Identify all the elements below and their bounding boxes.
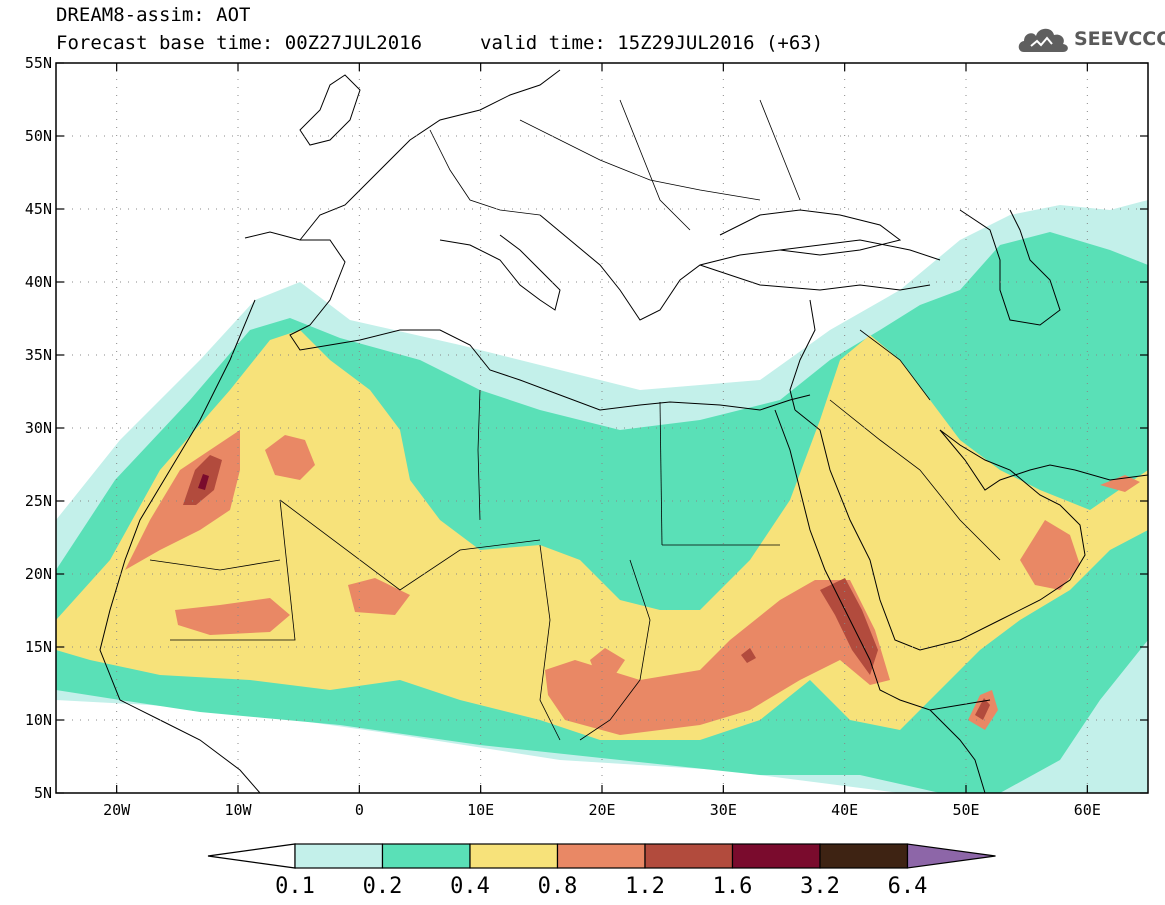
coastline-arabia	[794, 409, 1086, 651]
x-tick-label: 20E	[588, 801, 615, 819]
colorbar-label: 0.1	[275, 874, 315, 899]
colorbar-label: 3.2	[800, 874, 840, 899]
aot-band-0.8	[1020, 520, 1080, 590]
border-chad-sudan	[539, 544, 561, 741]
coastline-gulf	[939, 429, 1076, 491]
colorbar-swatch	[731, 843, 821, 869]
y-tick-label: 40N	[25, 273, 52, 291]
x-tick-label: 10W	[224, 801, 252, 819]
coastline-black-sea	[719, 209, 902, 256]
y-tick-label: 30N	[25, 419, 52, 437]
coastline-balkans-greece	[539, 214, 941, 321]
coastlines	[99, 69, 1148, 793]
border-eu-3	[619, 99, 691, 231]
x-tick-label: 10E	[467, 801, 494, 819]
cloud-icon	[1018, 28, 1068, 52]
border-eu-2	[519, 119, 761, 201]
logo-text: SEEVCCC	[1074, 28, 1165, 50]
aot-band-0.8	[1100, 475, 1140, 492]
y-tick-label: 50N	[25, 127, 52, 145]
country-borders	[149, 99, 1001, 741]
y-axis: 55N 50N 45N 40N 35N 30N 25N 20N 15N 10N 5N	[25, 54, 1148, 802]
y-tick-label: 20N	[25, 565, 52, 583]
colorbar-swatch	[819, 843, 909, 869]
colorbar: 0.1 0.2 0.4 0.8 1.2 1.6 3.2 6.4	[207, 843, 996, 899]
coastline-horn-africa	[929, 709, 986, 793]
aot-band-1.2	[975, 698, 990, 720]
colorbar-swatch	[381, 843, 471, 869]
aot-field	[56, 200, 1148, 793]
aot-band-1.2	[820, 578, 878, 675]
y-tick-label: 25N	[25, 492, 52, 510]
colorbar-high-arrow	[906, 843, 996, 869]
y-tick-label: 55N	[25, 54, 52, 72]
x-tick-label: 30E	[710, 801, 737, 819]
y-tick-label: 15N	[25, 638, 52, 656]
y-tick-label: 45N	[25, 200, 52, 218]
aot-band-1.6	[198, 474, 209, 490]
coastline-iberia-north-africa	[244, 231, 811, 411]
aot-band-0.8	[265, 435, 315, 480]
coastline-italy	[439, 234, 561, 311]
coastline-red-sea	[774, 409, 991, 711]
x-axis: 20W 10W 0 10E 20E 30E 40E 50E 60E	[103, 63, 1101, 819]
coastline-uk	[299, 74, 361, 146]
aot-band-0.8	[175, 598, 290, 635]
coastline-iran	[1074, 469, 1148, 481]
colorbar-low-arrow	[207, 843, 296, 869]
colorbar-swatch	[469, 843, 559, 869]
aot-band-0.8	[545, 580, 890, 735]
coastline-turkey	[699, 264, 931, 291]
valid-time: valid time: 15Z29JUL2016 (+63)	[480, 32, 824, 54]
x-tick-label: 60E	[1074, 801, 1101, 819]
y-tick-label: 10N	[25, 711, 52, 729]
colorbar-label: 0.8	[538, 874, 578, 899]
colorbar-label: 0.4	[450, 874, 490, 899]
title-line-1: DREAM8-assim: AOT	[56, 4, 251, 26]
aot-band-0.8	[590, 648, 625, 675]
x-tick-label: 50E	[952, 801, 979, 819]
border-sudan-ethiopia	[579, 559, 651, 741]
border-mali-niger	[279, 499, 541, 591]
colorbar-label: 1.2	[625, 874, 665, 899]
coastline-europe	[299, 69, 561, 241]
colorbar-swatch	[644, 843, 734, 869]
y-tick-label: 5N	[34, 784, 52, 802]
grid-lines	[56, 63, 1148, 793]
x-tick-label: 0	[355, 801, 364, 819]
colorbar-swatch	[294, 843, 384, 869]
border-sahel	[149, 559, 281, 571]
border-eu-4	[759, 99, 801, 201]
colorbar-label: 6.4	[888, 874, 928, 899]
colorbar-label: 0.2	[363, 874, 403, 899]
border-algeria-libya	[477, 389, 481, 521]
colorbar-swatch	[556, 843, 646, 869]
border-saudi	[829, 399, 1001, 561]
border-libya-egypt	[659, 401, 663, 546]
aot-band-1.2	[741, 648, 756, 663]
coastline-west-africa	[99, 299, 261, 793]
coastline-levant	[789, 299, 816, 411]
border-iraq-iran	[859, 329, 931, 401]
x-tick-label: 40E	[831, 801, 858, 819]
aot-band-0.8	[348, 578, 410, 615]
colorbar-label: 1.6	[713, 874, 753, 899]
title-line-2: Forecast base time: 00Z27JUL2016 valid ti…	[56, 32, 823, 54]
x-tick-label: 20W	[103, 801, 131, 819]
coastline-caspian	[959, 209, 1061, 326]
border-eu-1	[429, 129, 541, 216]
seevccc-logo: SEEVCCC	[1016, 22, 1165, 56]
y-tick-label: 35N	[25, 346, 52, 364]
border-sahara-lines	[170, 499, 296, 641]
forecast-base-time: Forecast base time: 00Z27JUL2016	[56, 32, 423, 54]
